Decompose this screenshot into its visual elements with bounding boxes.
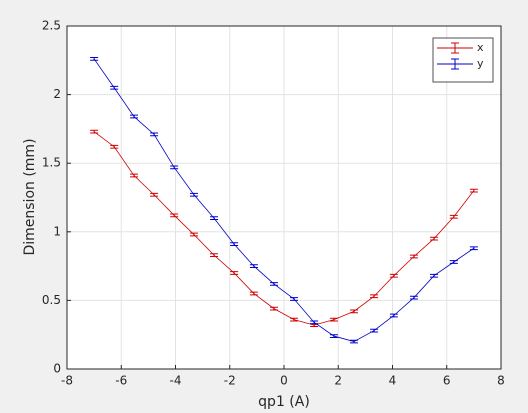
- error-bar: [230, 242, 239, 247]
- error-bar: [370, 294, 379, 299]
- error-bar: [210, 216, 219, 220]
- error-bar: [189, 232, 198, 237]
- error-bar: [269, 282, 278, 286]
- y-axis-label: Dimension (mm): [22, 138, 38, 255]
- error-bar: [230, 271, 239, 275]
- error-bar: [129, 114, 138, 119]
- error-bar: [189, 192, 198, 197]
- error-bar: [310, 320, 319, 325]
- error-bar: [110, 85, 119, 90]
- error-bar: [469, 188, 478, 193]
- x-axis-label: qp1 (A): [258, 394, 310, 410]
- error-bar: [210, 253, 219, 257]
- error-bar: [329, 334, 338, 338]
- error-bar: [90, 129, 99, 134]
- error-bar: [269, 306, 278, 311]
- error-bar: [430, 236, 439, 241]
- error-bar: [389, 313, 398, 318]
- error-bar: [349, 339, 358, 344]
- x-tick-label: 8: [497, 374, 505, 388]
- y-tick-label: 1: [53, 224, 61, 238]
- error-bar: [249, 264, 258, 268]
- x-tick-label: 6: [443, 374, 451, 388]
- legend-label: x: [477, 41, 484, 54]
- x-tick-label: 0: [280, 374, 288, 388]
- error-bar: [409, 254, 418, 259]
- error-bar: [349, 309, 358, 314]
- legend-symbol: [437, 42, 473, 54]
- x-tick-label: 4: [389, 374, 397, 388]
- axes-box: [66, 25, 502, 370]
- series-line: [93, 58, 475, 342]
- x-tick-label: -8: [61, 374, 73, 388]
- error-bar: [110, 144, 119, 149]
- error-bar: [370, 328, 379, 333]
- legend-box: [432, 37, 494, 83]
- error-bar: [409, 295, 418, 300]
- error-bar: [249, 291, 258, 296]
- error-bar: [389, 273, 398, 278]
- x-tick-label: -6: [115, 374, 127, 388]
- y-tick-label: 1.5: [42, 156, 61, 170]
- y-tick-label: 0.5: [42, 293, 61, 307]
- error-bar: [90, 57, 99, 61]
- series-line: [93, 131, 475, 326]
- error-bar: [129, 173, 138, 178]
- error-bar: [290, 297, 299, 301]
- error-bar: [430, 273, 439, 278]
- y-tick-label: 2.5: [42, 19, 61, 33]
- error-bar: [170, 213, 179, 218]
- y-tick-label: 0: [53, 362, 61, 376]
- error-bar: [150, 132, 159, 137]
- x-tick-label: -4: [170, 374, 182, 388]
- error-bar: [449, 260, 458, 264]
- error-bar: [329, 317, 338, 322]
- x-tick-label: 2: [334, 374, 342, 388]
- error-bar: [469, 246, 478, 251]
- x-tick-label: -2: [224, 374, 236, 388]
- error-bar: [449, 214, 458, 219]
- legend-symbol: [437, 58, 473, 70]
- error-bar: [170, 165, 179, 170]
- error-bar: [150, 192, 159, 197]
- legend-label: y: [477, 57, 484, 70]
- y-tick-label: 2: [53, 87, 61, 101]
- error-bar: [290, 317, 299, 322]
